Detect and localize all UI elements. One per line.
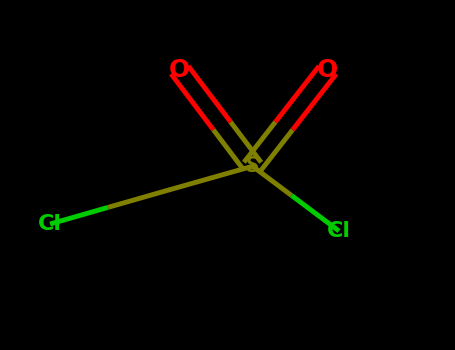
Text: S: S bbox=[246, 156, 259, 176]
Text: Cl: Cl bbox=[327, 221, 351, 241]
Text: O: O bbox=[169, 58, 190, 82]
Text: Cl: Cl bbox=[38, 214, 62, 234]
Text: O: O bbox=[317, 58, 338, 82]
